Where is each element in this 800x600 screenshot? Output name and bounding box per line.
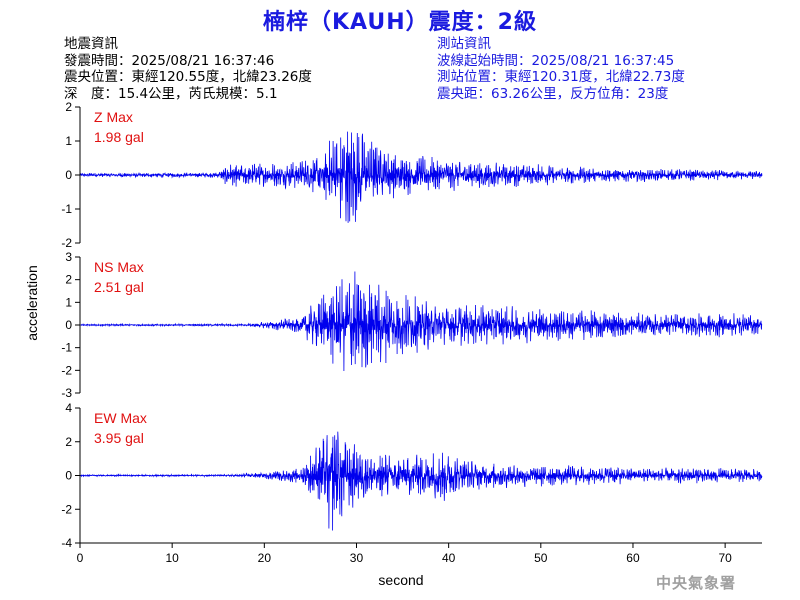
y-tick-label-ew: 4: [65, 401, 72, 415]
earthquake-info: 地震資訊 發震時間：2025/08/21 16:37:46 震央位置：東經120…: [64, 36, 312, 102]
max-value-z: 1.98 gal: [94, 129, 144, 145]
x-axis-title: second: [378, 572, 423, 588]
y-tick-label-ns: 0: [65, 318, 72, 332]
max-value-ew: 3.95 gal: [94, 430, 144, 446]
max-label-ns: NS Max: [94, 259, 144, 275]
y-tick-label-z: -2: [61, 236, 72, 250]
y-tick-label-ns: -2: [61, 363, 72, 377]
y-tick-label-z: -1: [61, 202, 72, 216]
station-location: 測站位置：東經120.31度，北緯22.73度: [437, 69, 685, 85]
x-tick-label: 50: [534, 551, 548, 565]
x-tick-label: 20: [258, 551, 272, 565]
y-tick-label-ns: 1: [65, 295, 72, 309]
station-info: 測站資訊 波線起始時間：2025/08/21 16:37:45 測站位置：東經1…: [437, 36, 685, 102]
y-axis-title: acceleration: [24, 265, 40, 341]
page-title: 楠梓（KAUH）震度：2級: [263, 10, 537, 35]
max-label-z: Z Max: [94, 109, 133, 125]
waveform-ns: [79, 271, 763, 372]
depth-magnitude: 深 度：15.4公里，芮氏規模：5.1: [64, 85, 278, 102]
y-tick-label-ns: -3: [61, 386, 72, 400]
max-label-ew: EW Max: [94, 410, 147, 426]
waveform-ew: [79, 431, 763, 531]
waveform-start-time: 波線起始時間：2025/08/21 16:37:45: [437, 52, 675, 69]
y-tick-label-z: 2: [65, 100, 72, 114]
origin-time: 發震時間：2025/08/21 16:37:46: [64, 52, 275, 69]
y-tick-label-ns: -1: [61, 341, 72, 355]
x-tick-label: 40: [442, 551, 456, 565]
y-tick-label-ns: 3: [65, 250, 72, 264]
y-tick-label-ew: -2: [61, 502, 72, 516]
x-tick-label: 10: [165, 551, 179, 565]
y-tick-label-z: 0: [65, 168, 72, 182]
agency-credit: 中央氣象署: [656, 574, 737, 592]
earthquake-info-heading: 地震資訊: [64, 36, 118, 52]
y-tick-label-ns: 2: [65, 273, 72, 287]
epicentral-distance: 震央距：63.26公里，反方位角：23度: [437, 85, 669, 102]
epicenter-location: 震央位置：東經120.55度，北緯23.26度: [64, 69, 312, 85]
max-value-ns: 2.51 gal: [94, 279, 144, 295]
y-tick-label-ew: 0: [65, 469, 72, 483]
waveform-z: [79, 131, 763, 223]
x-tick-label: 0: [77, 551, 84, 565]
y-tick-label-ew: -4: [61, 536, 72, 550]
x-tick-label: 30: [350, 551, 364, 565]
y-tick-label-ew: 2: [65, 435, 72, 449]
x-tick-label: 60: [626, 551, 640, 565]
y-tick-label-z: 1: [65, 134, 72, 148]
x-tick-label: 70: [718, 551, 732, 565]
station-info-heading: 測站資訊: [437, 36, 491, 52]
